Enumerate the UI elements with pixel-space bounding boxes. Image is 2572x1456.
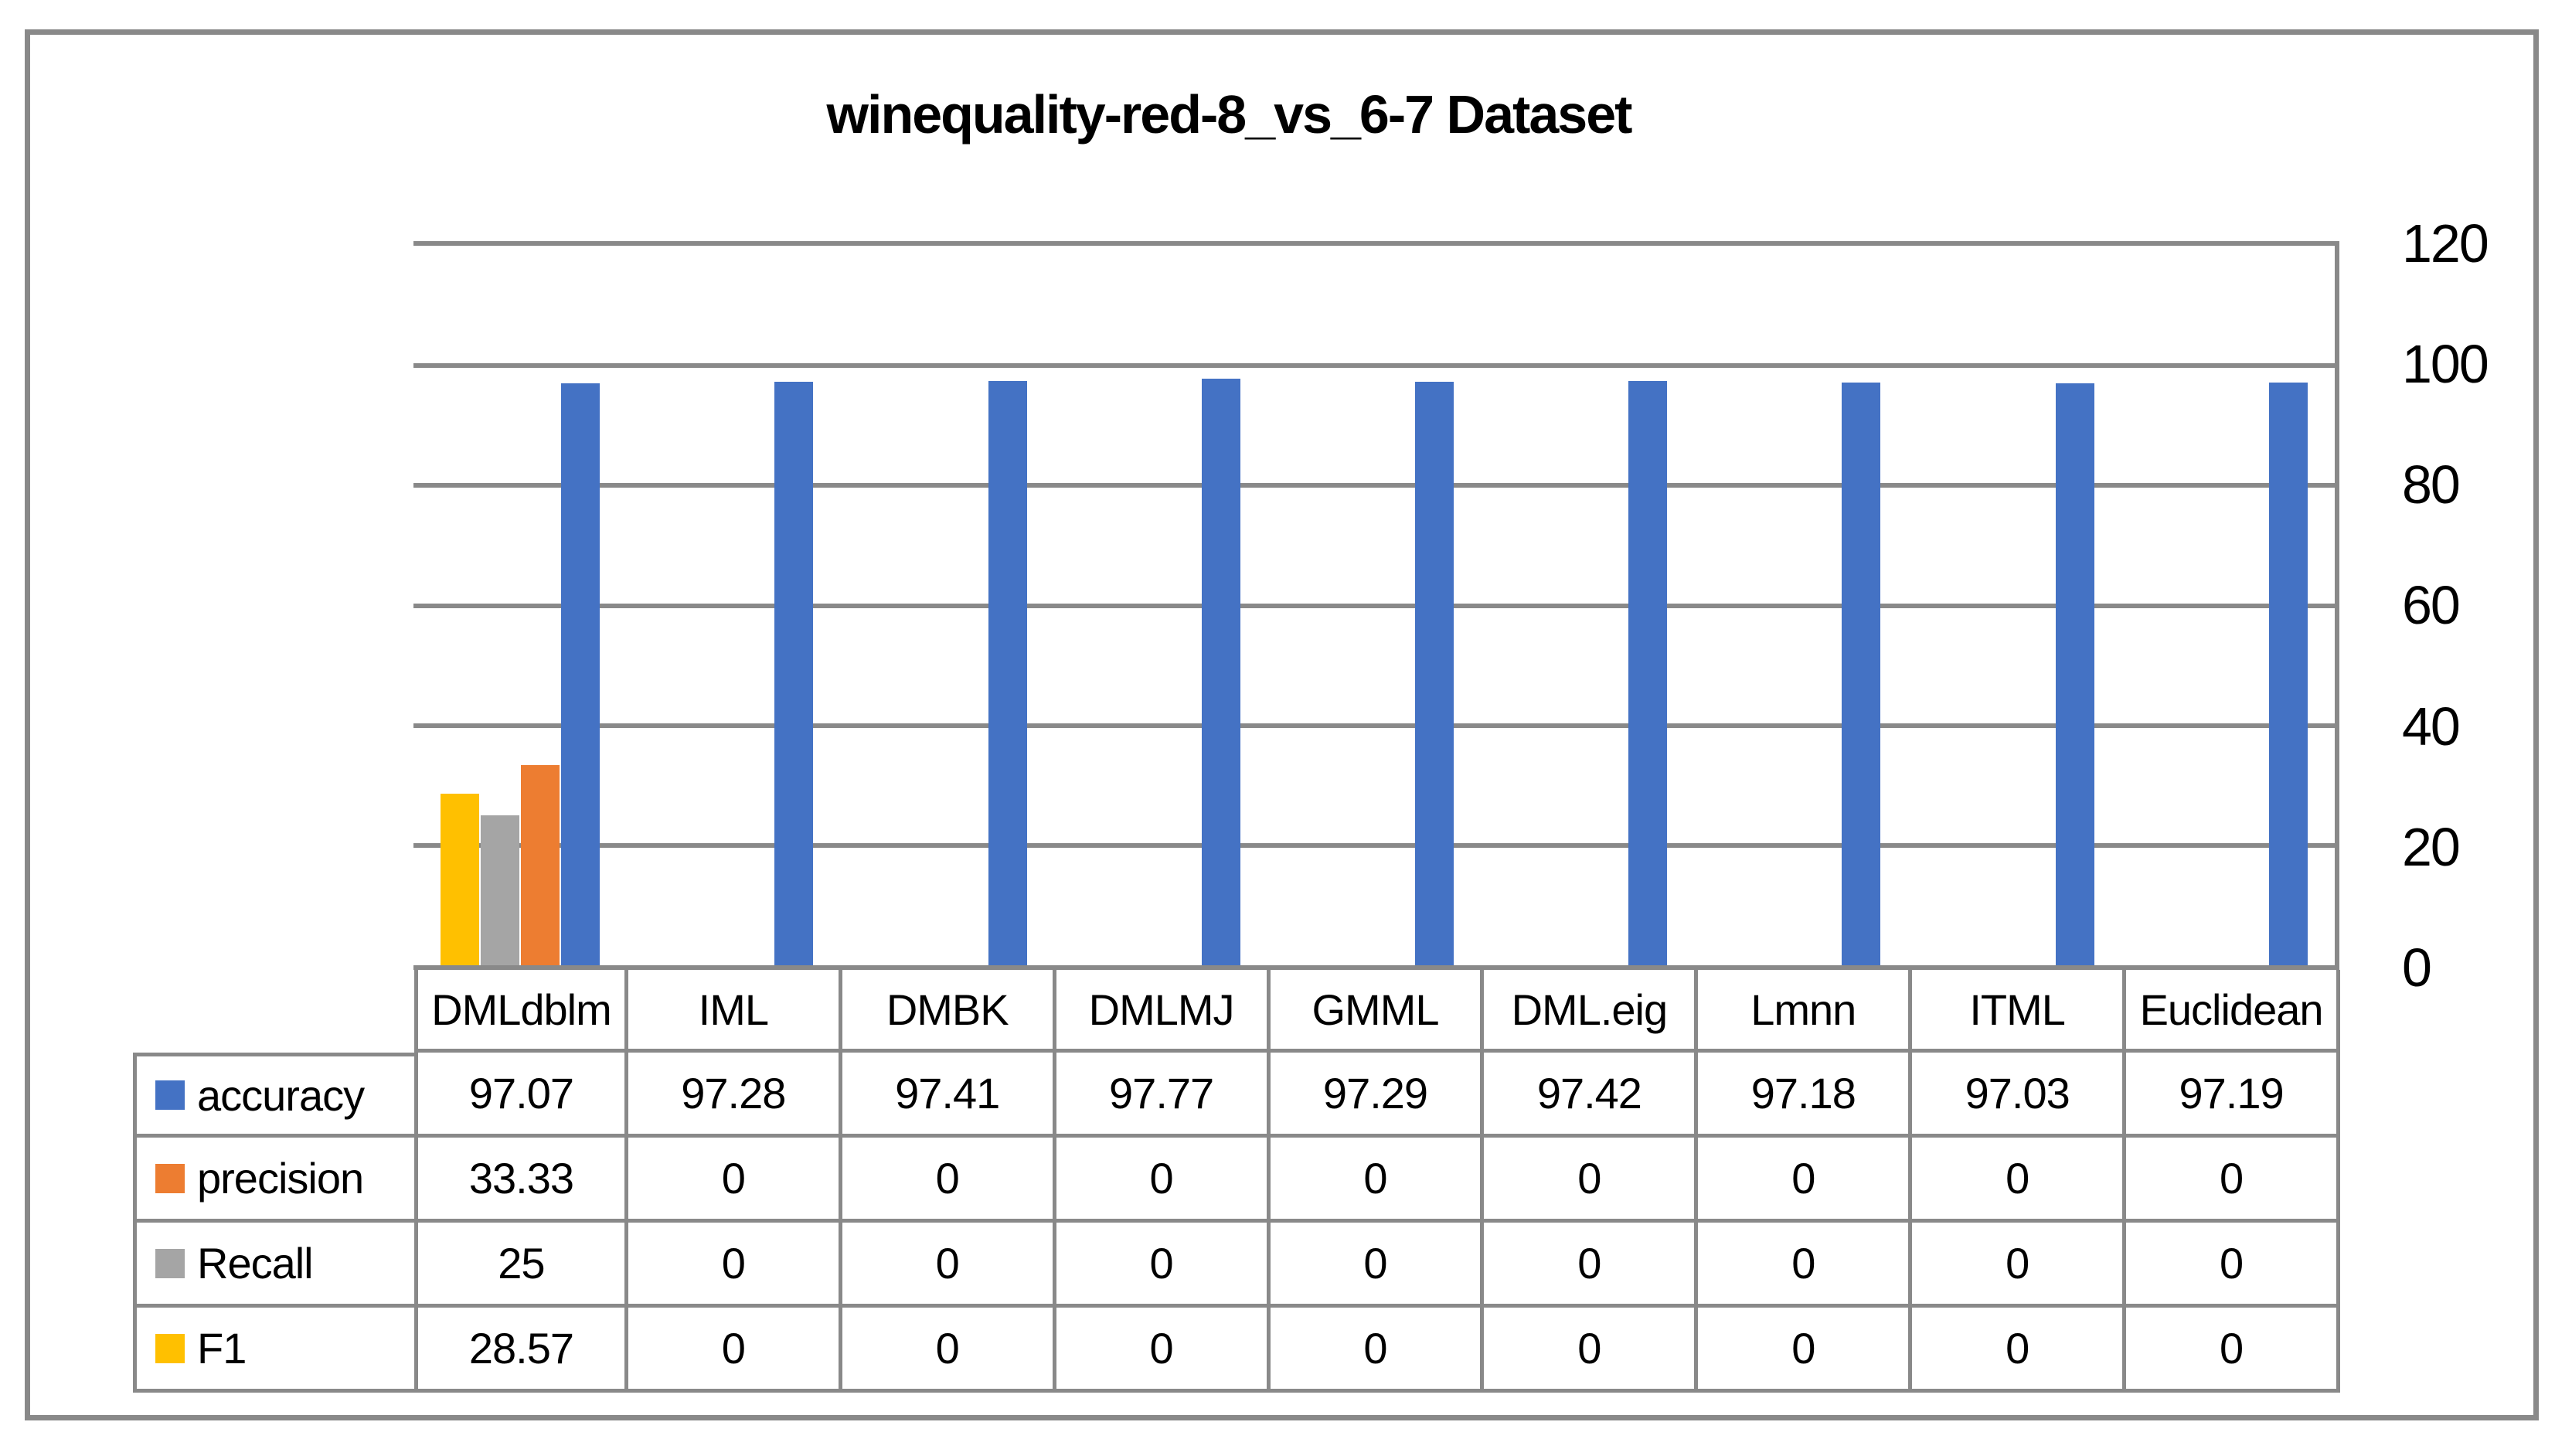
cell-F1-DML.eig: 0: [1484, 1308, 1699, 1393]
cell-accuracy-DMBK: 97.41: [842, 1053, 1056, 1138]
bar-accuracy-DMBK: [988, 381, 1027, 965]
cell-precision-DMLdblm: 33.33: [414, 1138, 628, 1223]
cell-precision-DMBK: 0: [842, 1138, 1056, 1223]
y-tick-label-40: 40: [2402, 696, 2461, 757]
cell-accuracy-DMLMJ: 97.77: [1056, 1053, 1271, 1138]
legend-row-accuracy: accuracy: [133, 1053, 414, 1138]
legend-label-Recall: Recall: [197, 1239, 314, 1288]
bar-precision-DMLdblm: [521, 765, 560, 965]
gridline-20: [413, 842, 2335, 848]
table-header-DMLdblm: DMLdblm: [414, 970, 628, 1053]
cell-accuracy-Euclidean: 97.19: [2126, 1053, 2340, 1138]
cell-Recall-IML: 0: [628, 1223, 842, 1308]
cell-precision-ITML: 0: [1912, 1138, 2127, 1223]
bar-accuracy-Lmnn: [1842, 383, 1881, 965]
legend-label-F1: F1: [197, 1324, 247, 1373]
y-tick-label-120: 120: [2402, 213, 2489, 274]
cell-precision-IML: 0: [628, 1138, 842, 1223]
cell-accuracy-Lmnn: 97.18: [1698, 1053, 1913, 1138]
cell-F1-DMLMJ: 0: [1056, 1308, 1271, 1393]
bar-accuracy-GMML: [1415, 382, 1454, 965]
y-tick-label-20: 20: [2402, 816, 2461, 877]
cell-F1-ITML: 0: [1912, 1308, 2127, 1393]
gridline-60: [413, 603, 2335, 608]
cell-accuracy-DML.eig: 97.42: [1484, 1053, 1699, 1138]
cell-Recall-ITML: 0: [1912, 1223, 2127, 1308]
table-header-GMML: GMML: [1270, 970, 1485, 1053]
table-header-Euclidean: Euclidean: [2126, 970, 2340, 1053]
table-corner-spacer: [133, 970, 414, 1053]
legend-label-accuracy: accuracy: [197, 1070, 365, 1120]
table-header-IML: IML: [628, 970, 842, 1053]
y-tick-label-80: 80: [2402, 454, 2461, 515]
plot-inner: [413, 246, 2335, 965]
cell-F1-Lmnn: 0: [1698, 1308, 1913, 1393]
cell-F1-DMBK: 0: [842, 1308, 1056, 1393]
cell-accuracy-ITML: 97.03: [1912, 1053, 2127, 1138]
bar-Recall-DMLdblm: [481, 815, 520, 965]
cell-Recall-DML.eig: 0: [1484, 1223, 1699, 1308]
y-tick-label-0: 0: [2402, 937, 2432, 998]
table-header-DMLMJ: DMLMJ: [1056, 970, 1271, 1053]
cell-Recall-DMLdblm: 25: [414, 1223, 628, 1308]
bar-accuracy-IML: [774, 382, 814, 965]
cell-precision-GMML: 0: [1270, 1138, 1485, 1223]
chart-title: winequality-red-8_vs_6-7 Dataset: [826, 84, 1633, 145]
cell-Recall-Lmnn: 0: [1698, 1223, 1913, 1308]
legend-swatch-accuracy: [155, 1080, 185, 1110]
cell-accuracy-IML: 97.28: [628, 1053, 842, 1138]
cell-precision-DML.eig: 0: [1484, 1138, 1699, 1223]
legend-row-Recall: Recall: [133, 1223, 414, 1308]
legend-swatch-precision: [155, 1163, 185, 1193]
cell-F1-DMLdblm: 28.57: [414, 1308, 628, 1393]
cell-precision-DMLMJ: 0: [1056, 1138, 1271, 1223]
legend-swatch-F1: [155, 1333, 185, 1363]
bar-accuracy-DML.eig: [1628, 381, 1668, 965]
cell-Recall-DMLMJ: 0: [1056, 1223, 1271, 1308]
plot-area: [413, 241, 2339, 970]
bar-accuracy-Euclidean: [2268, 382, 2308, 965]
table-header-DMBK: DMBK: [842, 970, 1056, 1053]
bar-accuracy-ITML: [2055, 383, 2094, 965]
cell-Recall-DMBK: 0: [842, 1223, 1056, 1308]
cell-Recall-Euclidean: 0: [2126, 1223, 2340, 1308]
legend-label-precision: precision: [197, 1154, 364, 1203]
cell-F1-Euclidean: 0: [2126, 1308, 2340, 1393]
bar-F1-DMLdblm: [441, 794, 480, 965]
gridline-100: [413, 363, 2335, 369]
cell-precision-Euclidean: 0: [2126, 1138, 2340, 1223]
cell-Recall-GMML: 0: [1270, 1223, 1485, 1308]
y-tick-label-100: 100: [2402, 334, 2489, 395]
cell-precision-Lmnn: 0: [1698, 1138, 1913, 1223]
gridline-80: [413, 483, 2335, 488]
cell-F1-GMML: 0: [1270, 1308, 1485, 1393]
table-header-Lmnn: Lmnn: [1698, 970, 1913, 1053]
table-header-DML.eig: DML.eig: [1484, 970, 1699, 1053]
table-header-ITML: ITML: [1912, 970, 2127, 1053]
bar-accuracy-DMLMJ: [1201, 379, 1240, 965]
cell-F1-IML: 0: [628, 1308, 842, 1393]
legend-swatch-Recall: [155, 1248, 185, 1278]
data-table: DMLdblm IML DMBK DMLMJ GMML DML.eig Lmnn ITML Eu…: [133, 970, 2340, 1393]
y-tick-label-60: 60: [2402, 575, 2461, 636]
legend-row-precision: precision: [133, 1138, 414, 1223]
bar-accuracy-DMLdblm: [561, 383, 600, 965]
cell-accuracy-DMLdblm: 97.07: [414, 1053, 628, 1138]
cell-accuracy-GMML: 97.29: [1270, 1053, 1485, 1138]
gridline-40: [413, 723, 2335, 728]
legend-row-F1: F1: [133, 1308, 414, 1393]
